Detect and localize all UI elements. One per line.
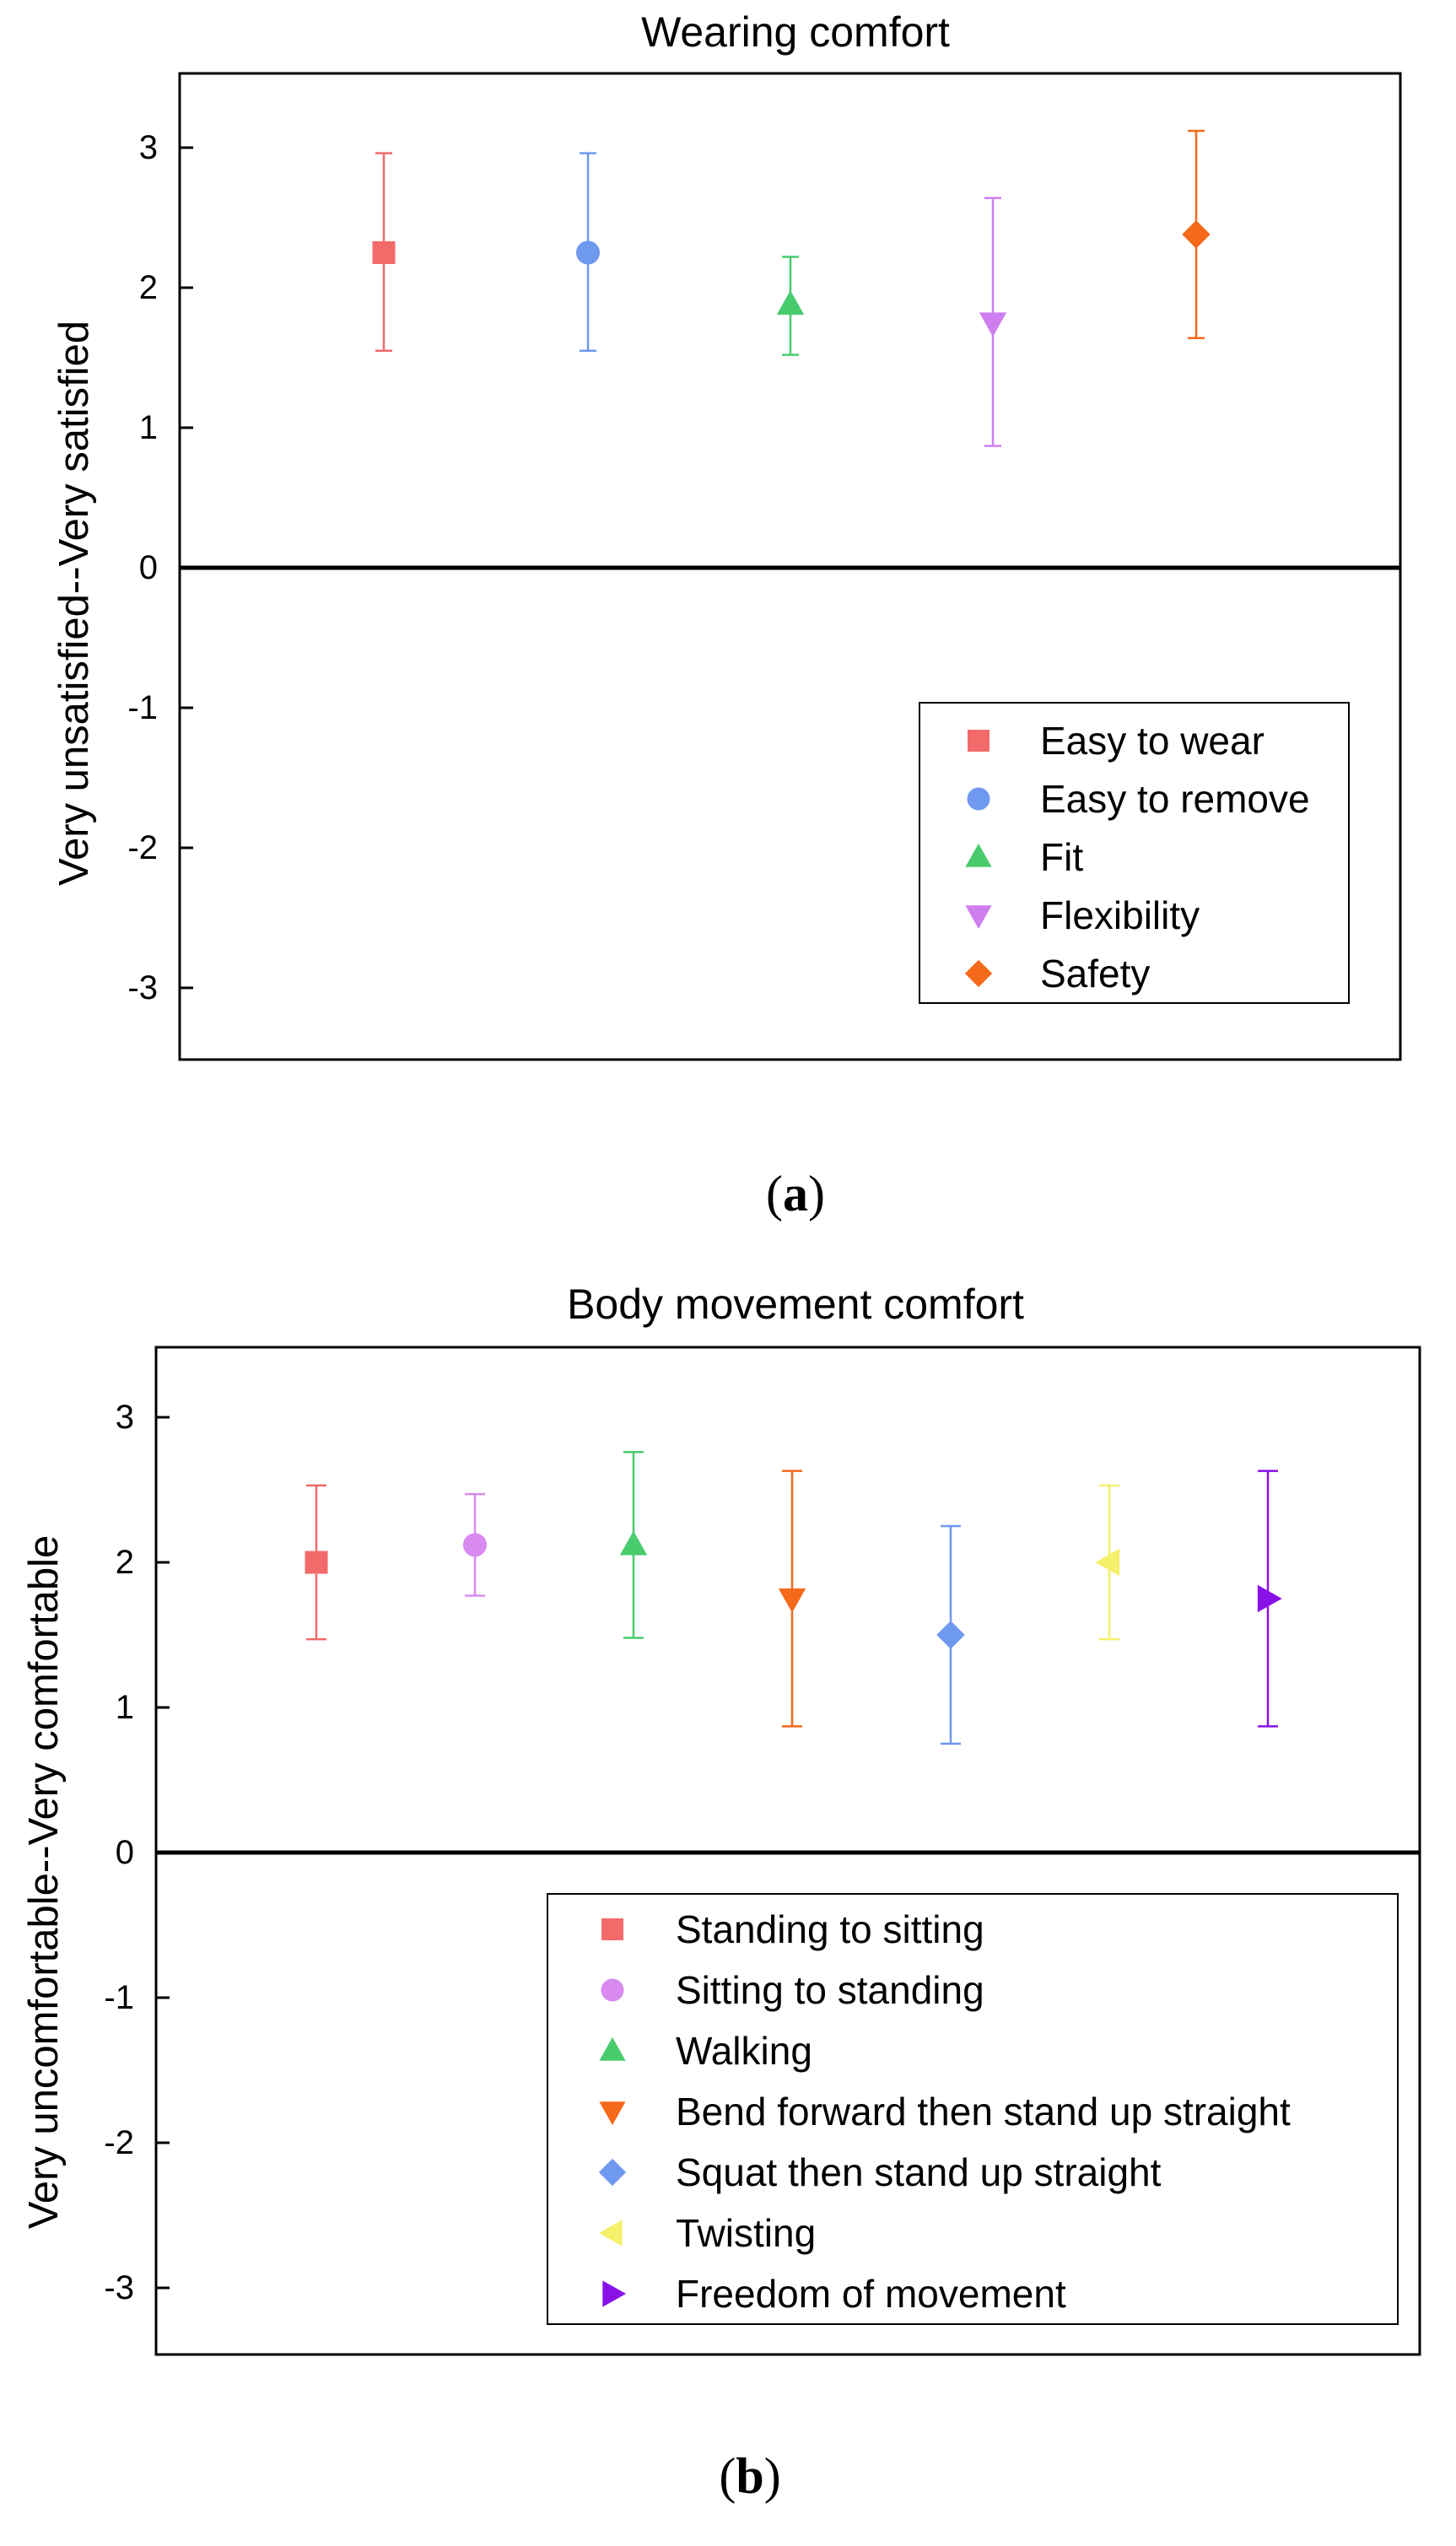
legend-label: Flexibility [1040,893,1200,937]
y-tick-label: 3 [139,129,158,166]
mean-marker [1095,1548,1120,1577]
legend-item: Bend forward then stand up straight [599,2090,1291,2133]
legend-box [919,702,1350,1004]
legend-label: Sitting to standing [676,1968,984,2012]
legend-marker [967,787,990,811]
data-point-safety [1182,129,1211,340]
y-axis-label: Very unsatisfied--Very satisfied [51,321,97,886]
data-point-freedom-of-movement [1257,1470,1282,1728]
data-point-fit [776,256,805,356]
mean-marker [936,1621,965,1649]
legend-marker [965,843,992,867]
chart-wearing-comfort: Wearing comfort Very unsatisfied--Very s… [51,8,1402,1222]
legend-label: Squat then stand up straight [676,2150,1162,2194]
legend-item: Standing to sitting [601,1907,984,1951]
legend-label: Standing to sitting [676,1907,984,1951]
y-tick-label: 2 [116,1544,134,1581]
y-tick-label: 1 [116,1689,134,1726]
legend-label: Walking [676,2029,812,2073]
legend-item: Squat then stand up straight [598,2150,1162,2194]
y-tick-label: 3 [116,1399,134,1436]
y-tick-label: 0 [139,549,158,586]
panel-label: (a) [766,1166,825,1222]
mean-marker [778,1588,806,1613]
mean-marker [1182,220,1211,249]
y-tick-label: -2 [104,2124,134,2161]
legend-item: Walking [599,2029,812,2073]
chart-body-movement-comfort: Body movement comfort Very uncomfortable… [21,1281,1421,2504]
legend-item: Freedom of movement [602,2272,1066,2316]
chart-title: Body movement comfort [567,1281,1024,1328]
y-axis-label: Very uncomfortable--Very comfortable [21,1535,67,2229]
data-point-easy-to-remove [575,152,601,352]
data-point-easy-to-wear [372,152,396,352]
y-tick-label: -3 [104,2269,134,2306]
legend: Easy to wear Easy to remove Fit Flexibility… [919,702,1350,1004]
legend-item: Safety [964,952,1150,995]
legend-label: Easy to remove [1040,777,1310,821]
legend-marker [599,2036,626,2061]
legend-box [547,1893,1399,2325]
legend-item: Easy to remove [967,777,1310,821]
y-tick-label: 1 [139,409,158,446]
legend-label: Twisting [676,2211,816,2255]
legend-marker [601,1978,624,2002]
legend-item: Sitting to standing [601,1968,984,2012]
y-axis: 3 2 1 0 -1 -2 -3 [104,1399,170,2306]
y-axis: 3 2 1 0 -1 -2 -3 [127,129,193,1006]
mean-marker [979,312,1007,337]
data-point-flexibility [979,197,1007,447]
mean-marker [462,1533,488,1557]
mean-marker [1257,1584,1282,1613]
legend-item: Twisting [598,2211,816,2255]
y-tick-label: -1 [127,689,158,726]
y-tick-label: -2 [127,829,158,866]
legend-label: Bend forward then stand up straight [676,2090,1291,2133]
legend-marker [965,905,992,930]
y-tick-label: 2 [139,269,158,306]
legend-marker [602,2280,627,2307]
mean-marker [575,240,601,265]
data-marks [305,1451,1282,1745]
mean-marker [372,241,396,264]
legend-item: Flexibility [965,893,1200,937]
legend-marker [968,730,990,752]
legend-marker [964,959,993,988]
data-point-standing-to-sitting [305,1484,328,1641]
legend-label: Easy to wear [1040,719,1265,763]
y-tick-label: -3 [127,969,158,1006]
data-point-walking [619,1451,648,1639]
legend-marker [599,2101,626,2126]
legend-label: Fit [1040,835,1083,879]
legend-item: Fit [965,835,1083,879]
legend-label: Freedom of movement [676,2272,1066,2316]
legend: Standing to sitting Sitting to standing Wa… [547,1893,1399,2325]
mean-marker [619,1530,648,1556]
y-tick-label: -1 [104,1979,134,2016]
panel-label: (b) [719,2448,780,2504]
data-point-bend-forward-then-stand-up-straight [778,1470,806,1728]
data-point-squat-then-stand-up-straight [936,1524,965,1745]
chart-title: Wearing comfort [641,8,950,56]
data-point-sitting-to-standing [462,1492,488,1597]
legend-marker [601,1918,623,1940]
y-tick-label: 0 [116,1834,134,1871]
legend-item: Easy to wear [968,719,1265,763]
legend-marker [598,2158,627,2187]
legend-label: Safety [1040,952,1150,995]
mean-marker [776,290,805,316]
data-point-twisting [1095,1484,1120,1641]
legend-marker [598,2220,623,2247]
mean-marker [305,1551,328,1574]
data-marks [372,129,1211,447]
